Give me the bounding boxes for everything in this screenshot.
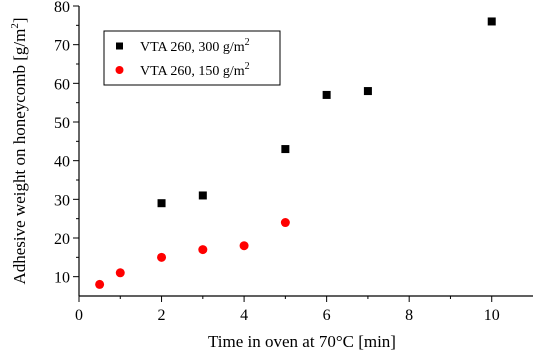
data-point-square (198, 191, 207, 200)
y-tick-label: 50 (54, 115, 70, 132)
data-point-circle (95, 279, 105, 289)
x-tick-label: 4 (240, 307, 248, 324)
legend: VTA 260, 300 g/m2 VTA 260, 150 g/m2 (103, 30, 281, 86)
data-points (95, 17, 496, 289)
axis-titles: Time in oven at 70°C [min] Adhesive weigh… (9, 17, 396, 351)
ticks: 0 2 4 6 8 10 10 20 30 40 50 60 70 80 (54, 0, 500, 324)
legend-box (103, 30, 281, 86)
legend-marker (116, 42, 123, 50)
y-tick-label: 30 (54, 192, 70, 209)
data-point-circle (198, 245, 208, 255)
data-point-circle (115, 268, 125, 278)
data-point-square (157, 199, 166, 208)
y-tick-label: 10 (54, 270, 70, 287)
x-tick-label: 10 (484, 307, 500, 324)
y-tick-label: 60 (54, 76, 70, 93)
legend-label: VTA 260, 300 g/m2 (140, 37, 250, 55)
axes (78, 6, 533, 297)
x-axis-title: Time in oven at 70°C [min] (208, 332, 396, 351)
y-tick-label: 20 (54, 231, 70, 248)
y-tick-label: 40 (54, 154, 70, 171)
legend-marker (115, 66, 124, 74)
x-tick-label: 2 (158, 307, 166, 324)
data-point-square (487, 17, 496, 26)
x-tick-label: 0 (75, 307, 83, 324)
data-point-square (363, 87, 372, 96)
y-axis-title: Adhesive weight on honeycomb [g/m2] (9, 17, 29, 284)
data-point-circle (157, 252, 167, 262)
legend-label: VTA 260, 150 g/m2 (140, 61, 250, 79)
data-point-square (322, 90, 331, 99)
data-point-circle (239, 241, 249, 251)
y-tick-label: 80 (54, 0, 70, 16)
x-tick-label: 6 (323, 307, 331, 324)
y-tick-label: 70 (54, 38, 70, 55)
data-point-circle (280, 218, 290, 228)
x-tick-label: 8 (405, 307, 413, 324)
data-point-square (281, 145, 290, 154)
